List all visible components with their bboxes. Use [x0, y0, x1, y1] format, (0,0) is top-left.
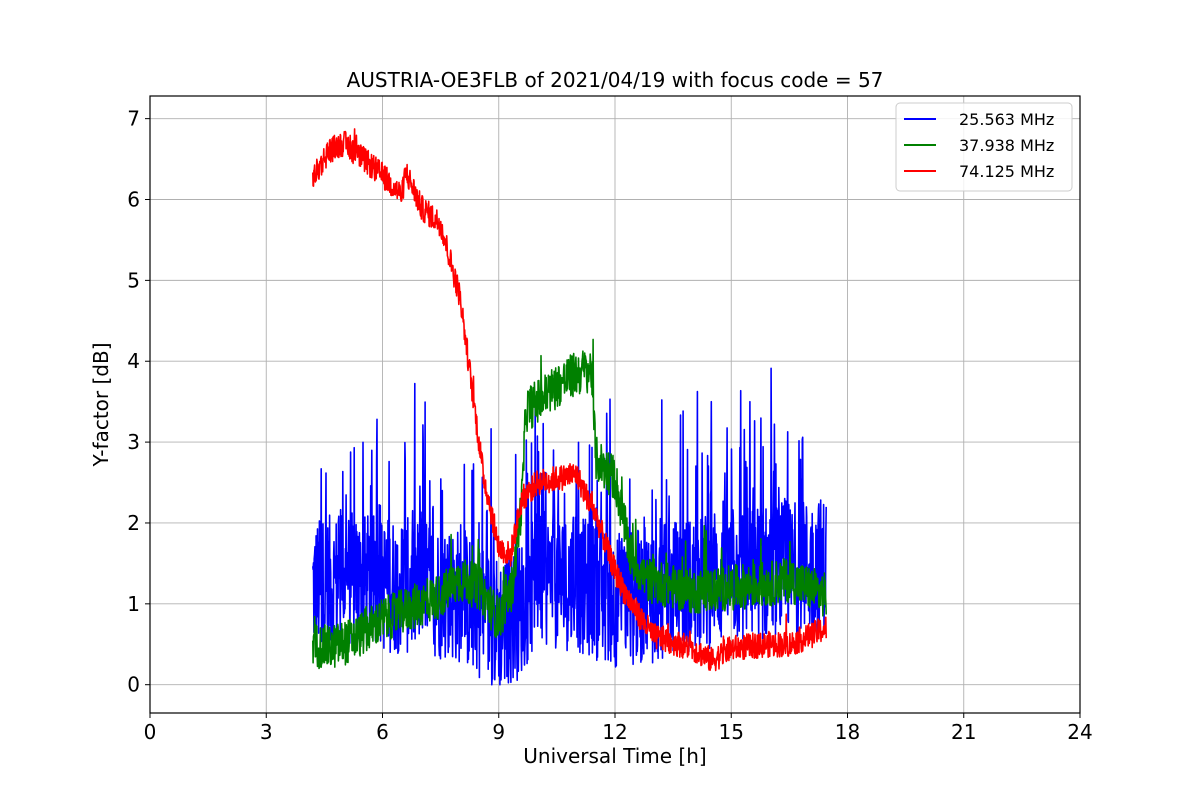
x-axis-label: Universal Time [h]	[523, 744, 706, 768]
legend-label: 74.125 MHz	[959, 162, 1054, 181]
y-axis-label: Y-factor [dB]	[89, 342, 113, 467]
x-tick-label: 6	[376, 720, 389, 744]
series-line-1	[312, 367, 827, 686]
plot-series	[312, 128, 827, 686]
legend-label: 25.563 MHz	[959, 110, 1054, 129]
y-tick-label: 4	[127, 349, 140, 373]
series-line-2	[312, 338, 827, 670]
x-tick-label: 3	[260, 720, 273, 744]
y-tick-label: 3	[127, 430, 140, 454]
y-tick-label: 2	[127, 511, 140, 535]
legend-box	[895, 102, 1073, 192]
legend: 25.563 MHz 37.938 MHz 74.125 MHz	[895, 102, 1073, 192]
x-tick-label: 9	[492, 720, 505, 744]
x-tick-label: 12	[602, 720, 627, 744]
series-line-3	[312, 128, 827, 672]
x-tick-label: 24	[1067, 720, 1092, 744]
x-tick-label: 0	[144, 720, 157, 744]
y-tick-label: 1	[127, 592, 140, 616]
y-tick-label: 0	[127, 673, 140, 697]
y-tick-label: 7	[127, 107, 140, 131]
x-tick-label: 15	[719, 720, 744, 744]
y-tick-label: 5	[127, 268, 140, 292]
x-tick-label: 18	[835, 720, 860, 744]
y-tick-label: 6	[127, 188, 140, 212]
x-tick-label: 21	[951, 720, 976, 744]
legend-label: 37.938 MHz	[959, 136, 1054, 155]
chart-title: AUSTRIA-OE3FLB of 2021/04/19 with focus …	[347, 68, 884, 92]
